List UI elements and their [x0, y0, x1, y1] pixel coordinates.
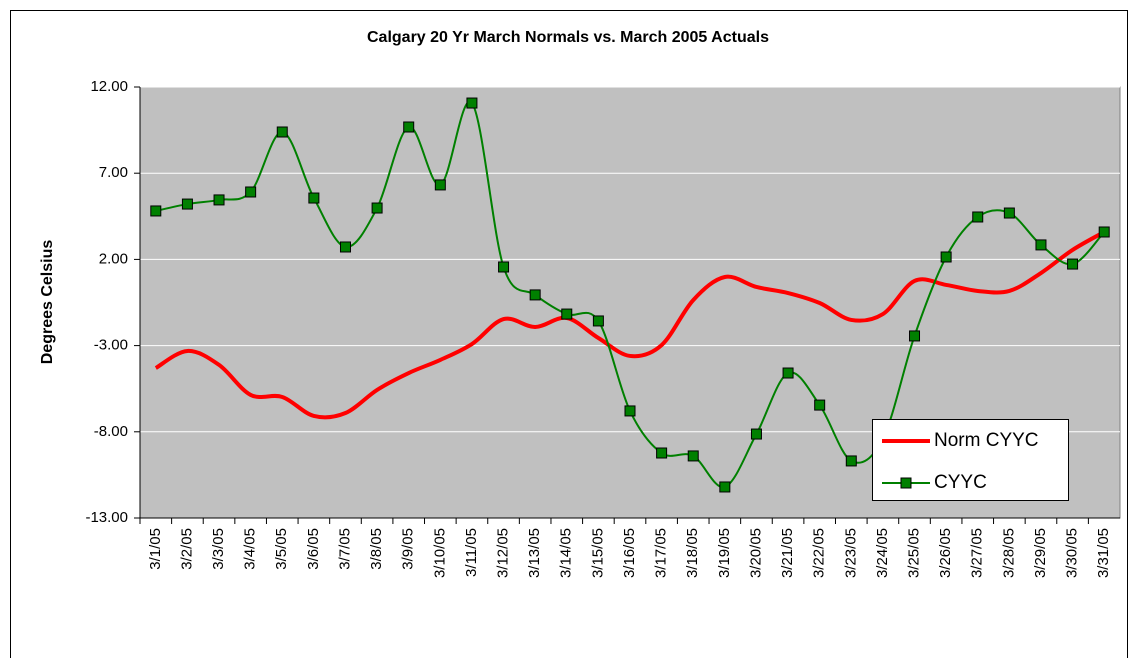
x-tick-label: 3/16/05 [621, 528, 638, 578]
x-tick-label: 3/4/05 [242, 528, 259, 570]
x-tick-label: 3/13/05 [526, 528, 543, 578]
x-tick-label: 3/26/05 [937, 528, 954, 578]
x-tick-label: 3/11/05 [463, 528, 480, 577]
point-marker [814, 399, 826, 411]
point-marker [1035, 239, 1047, 251]
x-tick-label: 3/19/05 [716, 528, 733, 578]
x-tick-label: 3/25/05 [905, 528, 922, 578]
point-marker [1003, 207, 1015, 219]
x-tick-label: 3/8/05 [368, 528, 385, 570]
y-axis-label: Degrees Celsius [39, 240, 56, 365]
x-tick-label: 3/9/05 [400, 528, 417, 570]
point-marker [656, 447, 668, 459]
x-tick-label: 3/27/05 [969, 528, 986, 578]
point-marker [845, 455, 857, 467]
x-tick-label: 3/28/05 [1000, 528, 1017, 578]
point-marker [276, 126, 288, 138]
point-marker [909, 330, 921, 342]
x-tick-label: 3/22/05 [811, 528, 828, 578]
point-marker [339, 241, 351, 253]
x-tick-label: 3/5/05 [273, 528, 290, 570]
x-tick-label: 3/20/05 [747, 528, 764, 578]
point-marker [213, 194, 225, 206]
x-tick-label: 3/23/05 [842, 528, 859, 578]
point-marker [750, 428, 762, 440]
point-marker [782, 367, 794, 379]
y-tick-label: 7.00 [99, 164, 128, 181]
point-marker [529, 289, 541, 301]
point-marker [371, 202, 383, 214]
point-marker [592, 315, 604, 327]
x-tick-label: 3/24/05 [874, 528, 891, 578]
point-marker [1098, 226, 1110, 238]
point-marker [719, 481, 731, 493]
y-tick-label: -3.00 [94, 337, 128, 354]
y-tick-label: 12.00 [90, 78, 128, 95]
legend-box [872, 419, 1069, 501]
x-tick-label: 3/6/05 [305, 528, 322, 570]
x-tick-label: 3/3/05 [210, 528, 227, 570]
x-tick-label: 3/10/05 [431, 528, 448, 578]
point-marker [498, 261, 510, 273]
point-marker [181, 198, 193, 210]
point-marker [624, 405, 636, 417]
x-tick-label: 3/1/05 [147, 528, 164, 570]
x-tick-label: 3/21/05 [779, 528, 796, 578]
x-tick-label: 3/17/05 [653, 528, 670, 578]
y-tick-label: 2.00 [99, 250, 128, 267]
legend-label: Norm CYYC [934, 430, 1039, 451]
x-tick-label: 3/18/05 [684, 528, 701, 578]
point-marker [466, 97, 478, 109]
y-tick-label: -8.00 [94, 423, 128, 440]
x-tick-label: 3/29/05 [1032, 528, 1049, 578]
chart-title: Calgary 20 Yr March Normals vs. March 20… [367, 29, 769, 46]
legend-marker [900, 477, 912, 489]
point-marker [687, 450, 699, 462]
point-marker [150, 205, 162, 217]
point-marker [561, 308, 573, 320]
point-marker [245, 186, 257, 198]
point-marker [972, 211, 984, 223]
y-tick-label: -13.00 [85, 509, 128, 526]
point-marker [434, 179, 446, 191]
x-tick-label: 3/15/05 [589, 528, 606, 578]
x-tick-label: 3/12/05 [495, 528, 512, 578]
series-line [154, 230, 1106, 420]
point-marker [940, 251, 952, 263]
x-tick-label: 3/30/05 [1064, 528, 1081, 578]
x-tick-label: 3/2/05 [178, 528, 195, 570]
point-marker [308, 192, 320, 204]
x-tick-label: 3/7/05 [336, 528, 353, 570]
x-tick-label: 3/31/05 [1095, 528, 1112, 578]
point-marker [1067, 258, 1079, 270]
legend-label: CYYC [934, 472, 987, 493]
point-marker [403, 121, 415, 133]
x-tick-label: 3/14/05 [558, 528, 575, 578]
series-line [155, 100, 1105, 488]
